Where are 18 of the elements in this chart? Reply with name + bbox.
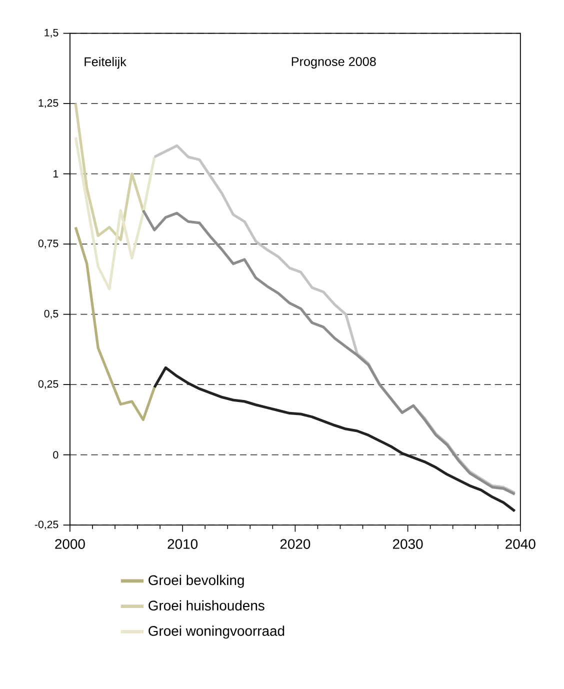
- y-tick-label: 1: [54, 170, 58, 178]
- legend-label: Groei huishoudens: [148, 600, 265, 611]
- y-tick-label: 1,5: [44, 28, 58, 38]
- annotation: Prognose 2008: [292, 57, 376, 69]
- x-tick-label: 2020: [280, 539, 310, 549]
- y-tick-label: -0,25: [35, 520, 58, 530]
- x-tick-label: 2000: [55, 539, 86, 549]
- y-tick-label: 0,5: [44, 310, 58, 319]
- y-tick-label: 0,75: [38, 240, 58, 248]
- y-tick-label: 0,25: [38, 380, 58, 389]
- x-tick-label: 2040: [506, 539, 536, 549]
- legend-label: Groei bevolking: [148, 574, 244, 588]
- x-tick-label: 2030: [393, 539, 423, 549]
- y-tick-label: 0: [53, 451, 58, 459]
- annotation: Feitelijk: [84, 56, 127, 69]
- y-tick-label: 1,25: [38, 99, 58, 108]
- x-tick-label: 2010: [168, 539, 198, 549]
- legend-label: Groei woningvoorraad: [148, 626, 284, 639]
